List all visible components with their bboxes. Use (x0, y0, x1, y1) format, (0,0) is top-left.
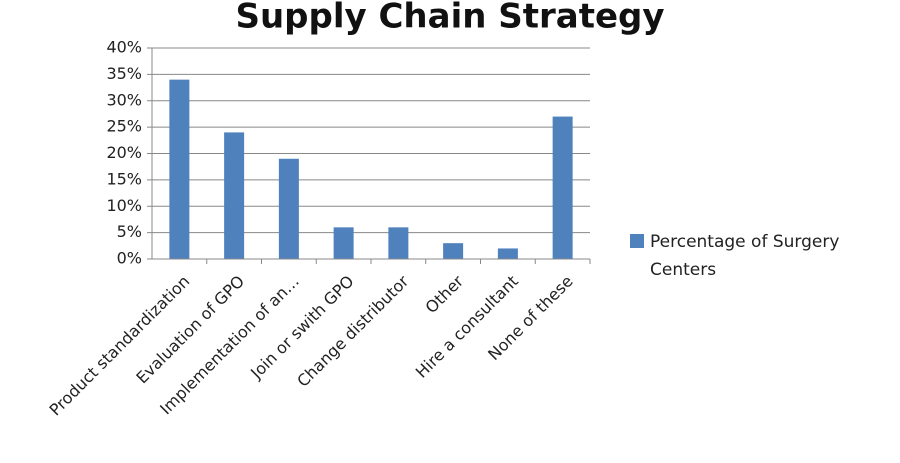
chart-title: Supply Chain Strategy (235, 0, 664, 37)
bar (333, 227, 354, 259)
bar (552, 116, 573, 259)
legend-swatch (630, 234, 644, 248)
y-tick-label: 25% (106, 117, 142, 136)
y-tick-label: 35% (106, 64, 142, 83)
bar (169, 79, 190, 260)
y-tick-label: 0% (117, 249, 142, 268)
bar (224, 132, 245, 259)
y-tick-label: 15% (106, 169, 142, 188)
x-tick-label: Other (422, 271, 468, 317)
legend-label: Percentage of Surgery Centers (650, 232, 840, 280)
y-tick-label: 20% (106, 143, 142, 162)
y-tick-label: 40% (106, 38, 142, 57)
x-tick-label: Join or swith GPO (246, 272, 357, 383)
y-tick-label: 30% (106, 90, 142, 109)
x-tick-label: Hire a consultant (412, 272, 522, 382)
bar (443, 243, 464, 259)
bar (388, 227, 409, 259)
y-tick-label: 10% (106, 196, 142, 215)
bar (278, 158, 299, 259)
bar (497, 248, 518, 259)
y-tick-label: 5% (117, 222, 142, 241)
legend: Percentage of Surgery Centers (630, 228, 890, 284)
